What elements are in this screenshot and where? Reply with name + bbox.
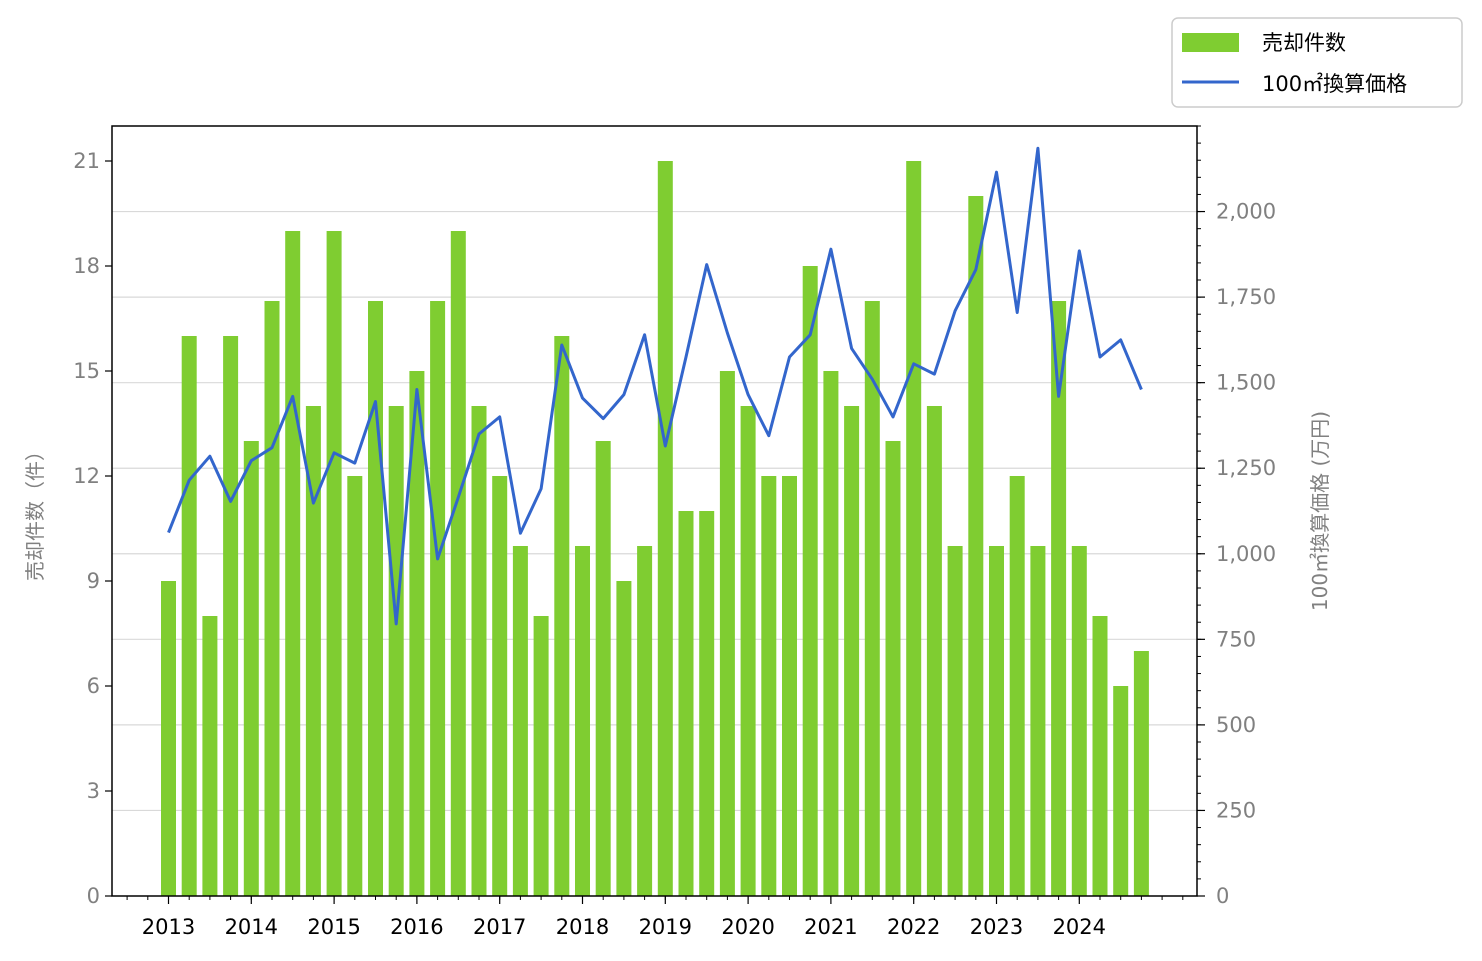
bar xyxy=(1092,616,1108,896)
right-tick-label: 2,000 xyxy=(1216,200,1276,224)
bar xyxy=(699,511,715,896)
bar xyxy=(409,371,425,896)
bar xyxy=(719,371,735,896)
bar xyxy=(802,266,818,896)
left-axis: 0 3 6 9 12 15 18 21 xyxy=(73,149,112,908)
right-tick-label: 1,750 xyxy=(1216,285,1276,309)
legend-bar-swatch xyxy=(1182,33,1239,52)
bar xyxy=(471,406,487,896)
bar xyxy=(305,406,321,896)
left-tick-label: 6 xyxy=(87,674,100,698)
bar xyxy=(223,336,239,896)
x-tick-label: 2019 xyxy=(639,915,692,939)
left-tick-label: 18 xyxy=(73,254,100,278)
bar xyxy=(492,476,508,896)
right-tick-label: 1,250 xyxy=(1216,456,1276,480)
bar xyxy=(430,301,446,896)
right-tick-label: 0 xyxy=(1216,884,1229,908)
left-tick-label: 0 xyxy=(87,884,100,908)
bar xyxy=(161,581,176,896)
left-tick-label: 9 xyxy=(87,569,100,593)
bar xyxy=(347,476,363,896)
bar xyxy=(926,406,942,896)
bar xyxy=(678,511,694,896)
bar xyxy=(1030,546,1046,896)
legend-box xyxy=(1171,17,1463,108)
right-axis: 0 250 500 750 1,000 1,250 1,500 1,750 2,000 xyxy=(1197,125,1276,908)
right-tick-label: 750 xyxy=(1216,627,1256,651)
x-tick-label: 2013 xyxy=(142,915,195,939)
bar xyxy=(1071,546,1087,896)
bar xyxy=(181,336,197,896)
right-tick-label: 500 xyxy=(1216,713,1256,737)
left-tick-label: 12 xyxy=(73,464,100,488)
left-axis-title: 売却件数（件） xyxy=(23,441,47,581)
right-tick-label: 250 xyxy=(1216,798,1256,822)
bar xyxy=(285,231,301,896)
bar xyxy=(554,336,570,896)
bar xyxy=(264,301,280,896)
bar xyxy=(326,231,342,896)
x-tick-label: 2021 xyxy=(804,915,857,939)
x-tick-label: 2022 xyxy=(887,915,940,939)
bar xyxy=(595,441,611,896)
right-tick-label: 1,000 xyxy=(1216,542,1276,566)
bar xyxy=(885,441,901,896)
x-tick-label: 2018 xyxy=(556,915,609,939)
bar xyxy=(512,546,528,896)
legend-line-label: 100㎡換算価格 xyxy=(1262,72,1407,96)
bar xyxy=(637,546,653,896)
bar xyxy=(968,196,984,896)
bar xyxy=(864,301,880,896)
x-tick-label: 2017 xyxy=(473,915,526,939)
bar xyxy=(947,546,963,896)
x-tick-label: 2016 xyxy=(390,915,443,939)
bar xyxy=(740,406,756,896)
left-tick-label: 15 xyxy=(73,359,100,383)
x-tick-label: 2020 xyxy=(721,915,774,939)
bar xyxy=(202,616,218,896)
x-axis: 2013 2014 2015 2016 2017 2018 2019 2020 2021 2022… xyxy=(126,896,1184,939)
left-tick-label: 21 xyxy=(73,149,100,173)
bar xyxy=(1113,686,1129,896)
bar xyxy=(388,406,404,896)
x-tick-label: 2015 xyxy=(307,915,360,939)
bar xyxy=(1009,476,1025,896)
x-tick-label: 2024 xyxy=(1053,915,1106,939)
x-tick-label: 2023 xyxy=(970,915,1023,939)
bar xyxy=(906,161,922,896)
bar xyxy=(368,301,383,896)
x-tick-label: 2014 xyxy=(225,915,278,939)
bar xyxy=(450,231,466,896)
bar xyxy=(616,581,632,896)
bar xyxy=(1051,301,1067,896)
bar xyxy=(844,406,860,896)
bar xyxy=(989,546,1004,896)
left-tick-label: 3 xyxy=(87,779,100,803)
plot-frame xyxy=(111,125,1198,897)
price-line xyxy=(167,146,1143,626)
bar xyxy=(575,546,590,896)
bar-series xyxy=(161,161,1149,896)
bar xyxy=(782,476,797,896)
bar xyxy=(1133,651,1149,896)
bar xyxy=(533,616,549,896)
right-tick-label: 1,500 xyxy=(1216,371,1276,395)
legend-bar-label: 売却件数 xyxy=(1262,31,1346,55)
legend: 売却件数 100㎡換算価格 xyxy=(1171,17,1463,108)
bar xyxy=(243,441,259,896)
right-axis-title: 100㎡換算価格 (万円) xyxy=(1308,411,1332,611)
bar xyxy=(823,371,839,896)
bar xyxy=(761,476,777,896)
bar xyxy=(657,161,673,896)
